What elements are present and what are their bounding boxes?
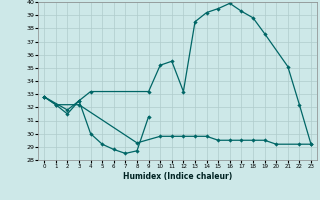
X-axis label: Humidex (Indice chaleur): Humidex (Indice chaleur) <box>123 172 232 181</box>
